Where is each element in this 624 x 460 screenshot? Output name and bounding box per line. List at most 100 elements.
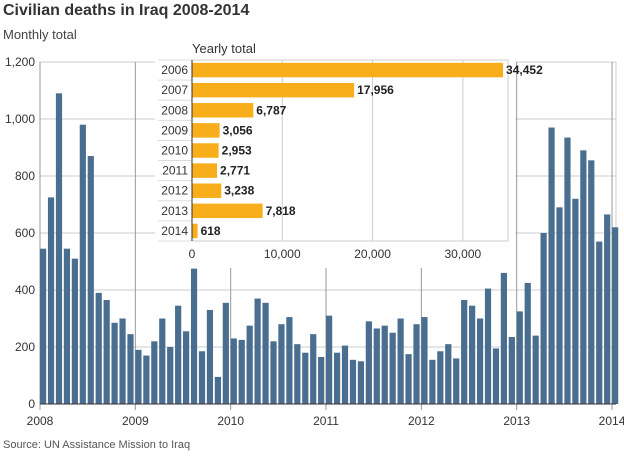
main-bar xyxy=(397,318,404,404)
main-bar xyxy=(572,198,579,404)
main-bar xyxy=(190,268,198,405)
main-x-tick-label: 2013 xyxy=(503,414,530,428)
main-bar xyxy=(421,317,428,404)
main-bar xyxy=(532,335,539,404)
inset-bar xyxy=(192,203,263,219)
main-bar xyxy=(246,325,253,405)
main-bar xyxy=(461,299,468,404)
main-bar xyxy=(445,344,452,404)
main-bar xyxy=(604,214,611,404)
main-bar xyxy=(508,337,515,404)
main-bar xyxy=(413,324,420,404)
inset-category-label: 2011 xyxy=(162,164,188,178)
main-bar xyxy=(103,299,110,404)
main-y-tick-label: 1,000 xyxy=(5,112,35,126)
inset-value-label: 618 xyxy=(201,224,221,238)
main-bar xyxy=(365,321,372,404)
main-bar xyxy=(540,233,547,404)
main-bar xyxy=(135,349,142,404)
main-bar xyxy=(119,318,126,404)
main-bar xyxy=(183,331,190,404)
main-x-tick-label: 2010 xyxy=(217,414,244,428)
inset-bar xyxy=(192,62,504,78)
inset-value-label: 34,452 xyxy=(506,63,543,77)
inset-category-label: 2007 xyxy=(161,83,188,97)
main-bar xyxy=(302,352,309,404)
inset-x-tick-label: 10,000 xyxy=(264,247,301,261)
main-bar xyxy=(516,311,523,405)
main-y-tick-label: 400 xyxy=(15,283,35,297)
main-bar xyxy=(484,288,492,404)
inset-category-label: 2009 xyxy=(161,123,188,137)
main-bar xyxy=(556,207,563,404)
chart-title: Civilian deaths in Iraq 2008-2014 xyxy=(3,2,250,19)
main-bar xyxy=(206,309,214,404)
main-bar xyxy=(500,272,507,404)
inset-bar xyxy=(192,123,220,138)
main-bar xyxy=(349,359,357,404)
inset-value-label: 17,956 xyxy=(357,83,394,97)
main-bar xyxy=(326,315,333,404)
main-y-tick-label: 600 xyxy=(15,226,35,240)
main-bar xyxy=(71,258,78,404)
inset-value-label: 2,953 xyxy=(222,144,252,158)
inset-bar xyxy=(192,82,355,98)
main-bar xyxy=(159,318,166,404)
main-bar xyxy=(373,328,380,404)
inset-x-tick-label: 20,000 xyxy=(354,247,391,261)
inset-category-label: 2006 xyxy=(161,63,188,77)
main-bar xyxy=(381,325,388,405)
main-bar xyxy=(254,298,261,404)
inset-category-label: 2014 xyxy=(161,224,188,238)
main-x-tick-label: 2008 xyxy=(27,414,54,428)
main-bar xyxy=(262,302,269,404)
main-bar xyxy=(492,348,500,404)
main-bar xyxy=(405,354,412,405)
chart-subtitle: Monthly total xyxy=(3,27,77,42)
inset-category-label: 2008 xyxy=(161,103,188,117)
main-y-tick-label: 1,200 xyxy=(5,55,35,69)
inset-bar xyxy=(192,103,254,118)
main-bar xyxy=(40,248,47,404)
main-bar xyxy=(47,197,55,405)
main-bar xyxy=(143,355,150,404)
main-bar xyxy=(429,359,436,404)
main-bar xyxy=(55,93,63,404)
inset-value-label: 6,787 xyxy=(256,103,286,117)
main-bar xyxy=(270,341,277,404)
main-bar xyxy=(127,334,134,404)
main-bar xyxy=(333,352,341,404)
main-bar xyxy=(612,227,619,404)
inset-category-label: 2012 xyxy=(161,184,188,198)
inset-x-tick-label: 30,000 xyxy=(445,247,482,261)
main-bar xyxy=(524,282,531,405)
main-bar xyxy=(79,124,86,404)
inset-bar xyxy=(192,143,219,158)
main-bar xyxy=(310,334,317,404)
main-bar xyxy=(111,322,118,404)
main-bar xyxy=(222,302,229,404)
main-bar xyxy=(198,351,206,404)
main-bar xyxy=(318,356,325,404)
main-axes: 0 200 400 600 800 1,000 1,200 2008 2009 2010 2011 2… xyxy=(5,55,624,428)
inset-value-label: 2,771 xyxy=(220,164,250,178)
main-bar xyxy=(278,324,285,404)
inset-category-label: 2010 xyxy=(161,144,188,158)
inset-bar xyxy=(192,223,198,239)
main-bar xyxy=(167,347,174,404)
inset-bar xyxy=(192,183,222,198)
main-bar xyxy=(548,127,555,405)
inset-x-tick-label: 0 xyxy=(189,247,196,261)
chart-source: Source: UN Assistance Mission to Iraq xyxy=(3,439,191,451)
main-bar xyxy=(95,292,102,404)
main-bar xyxy=(389,332,396,404)
inset-value-label: 3,056 xyxy=(223,123,253,137)
main-bar xyxy=(437,351,444,404)
main-bar xyxy=(476,318,484,404)
main-y-tick-label: 0 xyxy=(28,397,35,411)
main-bar xyxy=(596,241,603,404)
main-bar xyxy=(580,150,587,404)
main-x-tick-label: 2009 xyxy=(122,414,149,428)
main-bar xyxy=(469,305,476,404)
